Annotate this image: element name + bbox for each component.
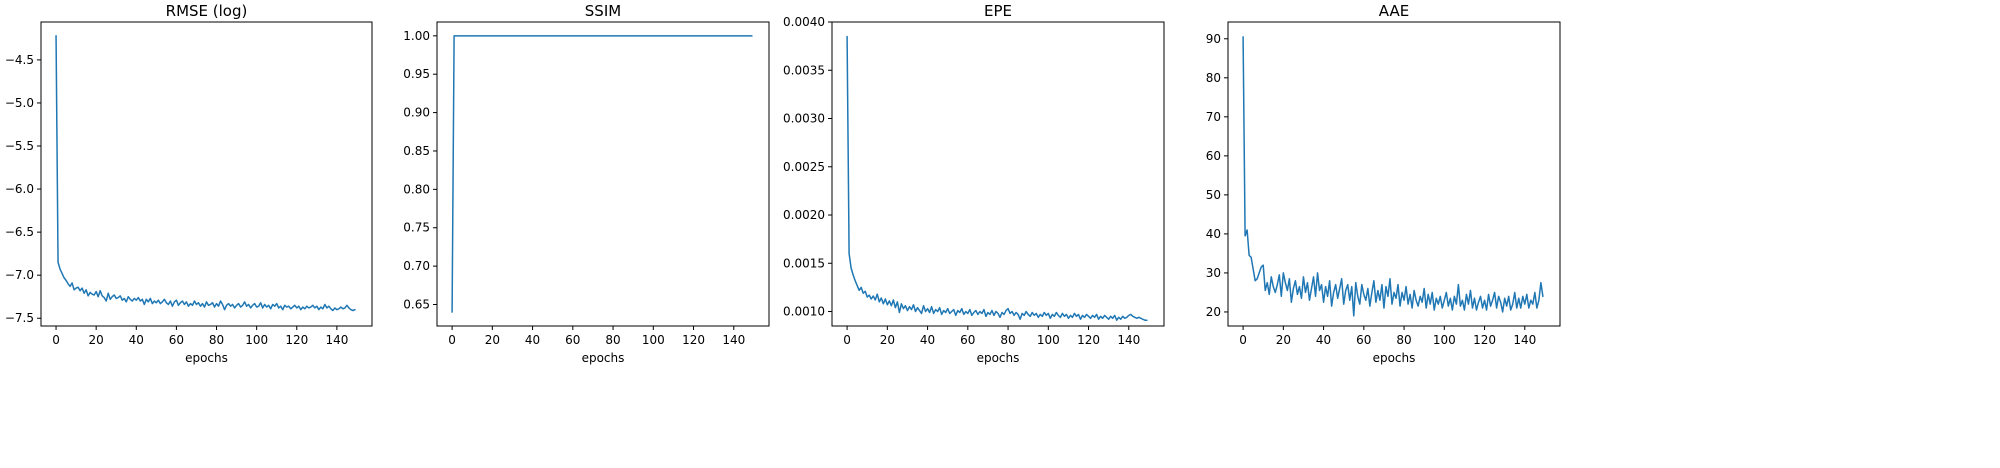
x-tick-label: 0 xyxy=(52,333,60,347)
series-line-ssim xyxy=(451,35,753,313)
x-tick-label: 60 xyxy=(565,333,580,347)
plot-frame xyxy=(40,21,373,327)
x-tick-label: 120 xyxy=(1473,333,1496,347)
x-axis-label: epochs xyxy=(1373,351,1416,365)
x-tick-label: 20 xyxy=(89,333,104,347)
x-tick-label: 20 xyxy=(1276,333,1291,347)
y-axis-ticks: 0.0010 0.0015 0.0020 0.0025 0.0030 0.0035 0.00… xyxy=(783,15,832,319)
y-tick-label: 0.90 xyxy=(403,106,430,120)
y-tick-label: 30 xyxy=(1206,266,1221,280)
x-tick-label: 100 xyxy=(1037,333,1060,347)
y-tick-label: 50 xyxy=(1206,188,1221,202)
x-tick-label: 140 xyxy=(325,333,348,347)
y-tick-label: −5.5 xyxy=(5,139,34,153)
x-tick-label: 120 xyxy=(285,333,308,347)
chart-title: SSIM xyxy=(585,2,621,20)
x-tick-label: 20 xyxy=(880,333,895,347)
chart-panel-aae: AAE 0 20 40 60 80 100 120 140 2030405060708090 … xyxy=(1206,2,1561,365)
y-tick-label: −6.0 xyxy=(5,182,34,196)
y-tick-label: 90 xyxy=(1206,32,1221,46)
y-tick-label: 0.70 xyxy=(403,259,430,273)
series-line-rmse xyxy=(55,35,356,312)
y-tick-label: 40 xyxy=(1206,227,1221,241)
y-tick-label: 0.80 xyxy=(403,182,430,196)
x-tick-label: 140 xyxy=(1513,333,1536,347)
x-axis-label: epochs xyxy=(977,351,1020,365)
y-tick-label: 0.65 xyxy=(403,298,430,312)
y-tick-label: 0.85 xyxy=(403,144,430,158)
y-tick-label: −7.0 xyxy=(5,268,34,282)
y-tick-label: 0.0025 xyxy=(783,160,825,174)
x-tick-label: 140 xyxy=(722,333,745,347)
y-tick-label: −7.5 xyxy=(5,311,34,325)
chart-panel-epe: EPE 0 20 40 60 80 100 120 140 0.0010 0.0015 0.002… xyxy=(783,2,1165,365)
x-axis-label: epochs xyxy=(582,351,625,365)
y-tick-label: 0.0015 xyxy=(783,256,825,270)
x-tick-label: 40 xyxy=(525,333,540,347)
y-tick-label: 0.0010 xyxy=(783,305,825,319)
y-axis-ticks: −7.5 −7.0 −6.5 −6.0 −5.5 −5.0 −4.5 xyxy=(5,53,41,325)
x-axis-ticks: 0 20 40 60 80 100 120 140 xyxy=(448,326,745,347)
x-tick-label: 100 xyxy=(1433,333,1456,347)
x-tick-label: 0 xyxy=(1239,333,1247,347)
plot-frame xyxy=(831,21,1165,327)
x-tick-label: 100 xyxy=(245,333,268,347)
y-tick-label: 20 xyxy=(1206,305,1221,319)
chart-title: EPE xyxy=(984,2,1012,20)
chart-panel-rmse: RMSE (log) 0 20 40 60 80 100 120 140 −7.5 −7.0 −6… xyxy=(5,2,373,365)
x-tick-label: 20 xyxy=(485,333,500,347)
x-tick-label: 60 xyxy=(1356,333,1371,347)
x-tick-label: 0 xyxy=(843,333,851,347)
y-axis-ticks: 0.65 0.70 0.75 0.80 0.85 0.90 0.95 1.00 xyxy=(403,29,437,312)
x-tick-label: 0 xyxy=(448,333,456,347)
x-tick-label: 120 xyxy=(1077,333,1100,347)
plot-frame xyxy=(1227,21,1561,327)
chart-panel-ssim: SSIM 0 20 40 60 80 100 120 140 0.65 0.70 0.75 0.80… xyxy=(403,2,770,365)
x-axis-ticks: 0 20 40 60 80 100 120 140 xyxy=(52,326,348,347)
y-tick-label: −5.0 xyxy=(5,96,34,110)
y-axis-ticks: 20 30 40 50 60 70 80 90 xyxy=(1206,32,1228,319)
x-tick-label: 40 xyxy=(920,333,935,347)
y-tick-label: 60 xyxy=(1206,149,1221,163)
y-tick-label: 0.0030 xyxy=(783,112,825,126)
y-tick-label: 0.95 xyxy=(403,67,430,81)
chart-title: RMSE (log) xyxy=(166,2,248,20)
x-tick-label: 80 xyxy=(1396,333,1411,347)
x-tick-label: 60 xyxy=(169,333,184,347)
y-tick-label: 0.75 xyxy=(403,221,430,235)
y-tick-label: 0.0020 xyxy=(783,208,825,222)
x-axis-ticks: 0 20 40 60 80 100 120 140 xyxy=(843,326,1140,347)
x-tick-label: 60 xyxy=(960,333,975,347)
x-tick-label: 100 xyxy=(642,333,665,347)
chart-title: AAE xyxy=(1379,2,1409,20)
y-tick-label: 80 xyxy=(1206,71,1221,85)
y-tick-label: 70 xyxy=(1206,110,1221,124)
series-line-epe xyxy=(846,35,1148,321)
x-tick-label: 80 xyxy=(605,333,620,347)
y-tick-label: −4.5 xyxy=(5,53,34,67)
y-tick-label: −6.5 xyxy=(5,225,34,239)
y-tick-label: 0.0035 xyxy=(783,63,825,77)
x-tick-label: 40 xyxy=(1316,333,1331,347)
x-tick-label: 80 xyxy=(1000,333,1015,347)
y-tick-label: 0.0040 xyxy=(783,15,825,29)
series-line-aae xyxy=(1242,36,1544,317)
x-tick-label: 140 xyxy=(1117,333,1140,347)
x-axis-label: epochs xyxy=(185,351,228,365)
y-tick-label: 1.00 xyxy=(403,29,430,43)
x-axis-ticks: 0 20 40 60 80 100 120 140 xyxy=(1239,326,1536,347)
x-tick-label: 80 xyxy=(209,333,224,347)
x-tick-label: 120 xyxy=(682,333,705,347)
plot-frame xyxy=(436,21,770,327)
x-tick-label: 40 xyxy=(129,333,144,347)
